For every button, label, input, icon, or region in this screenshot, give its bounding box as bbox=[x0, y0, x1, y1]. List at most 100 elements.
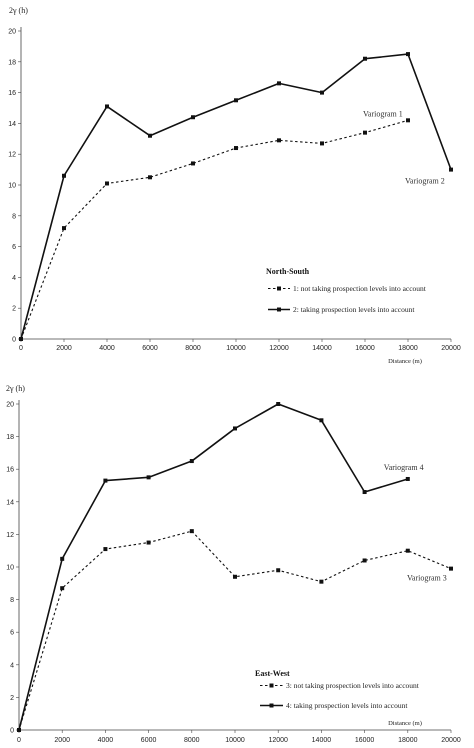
x-tick-label: 0 bbox=[19, 345, 23, 352]
series-line-2 bbox=[20, 53, 452, 340]
x-tick-label: 18000 bbox=[398, 345, 418, 352]
data-point bbox=[191, 161, 195, 166]
data-point bbox=[233, 574, 237, 579]
x-axis-label: Distance (m) bbox=[388, 720, 422, 727]
y-tick-label: 10 bbox=[8, 183, 16, 190]
x-tick-label: 20000 bbox=[441, 345, 461, 352]
data-point bbox=[105, 104, 109, 109]
data-point bbox=[406, 52, 410, 57]
x-tick-label: 6000 bbox=[141, 737, 157, 744]
data-point bbox=[277, 81, 281, 86]
y-tick-label: 0 bbox=[10, 728, 14, 735]
legend-entry-label: 2: taking prospection levels into accoun… bbox=[293, 305, 415, 314]
x-tick-label: 6000 bbox=[142, 345, 158, 352]
data-point bbox=[319, 579, 324, 584]
y-tick-label: 12 bbox=[6, 532, 14, 539]
data-point bbox=[234, 146, 238, 151]
data-point bbox=[449, 167, 453, 172]
data-point bbox=[17, 728, 21, 732]
y-tick-label: 14 bbox=[6, 499, 14, 506]
x-tick-label: 2000 bbox=[56, 345, 72, 352]
data-point bbox=[362, 490, 367, 495]
data-point bbox=[363, 130, 367, 135]
x-tick-label: 12000 bbox=[268, 737, 288, 744]
y-tick-label: 10 bbox=[6, 565, 14, 572]
series-line-3 bbox=[18, 530, 452, 731]
y-tick-label: 14 bbox=[8, 121, 16, 128]
variogram-label: Variogram 3 bbox=[407, 574, 447, 583]
data-point bbox=[276, 568, 281, 573]
data-point bbox=[146, 475, 151, 480]
legend-swatch-marker bbox=[277, 286, 281, 291]
y-tick-label: 8 bbox=[12, 213, 16, 220]
data-point bbox=[189, 529, 194, 534]
x-tick-label: 20000 bbox=[441, 737, 461, 744]
x-tick-label: 8000 bbox=[185, 345, 201, 352]
legend: North-South 1: not taking prospection lev… bbox=[266, 267, 427, 314]
data-point bbox=[146, 540, 151, 545]
y-tick-label: 2 bbox=[10, 695, 14, 702]
data-point bbox=[277, 138, 281, 143]
data-point bbox=[362, 558, 367, 563]
y-tick-label: 18 bbox=[8, 59, 16, 66]
y-tick-label: 8 bbox=[10, 597, 14, 604]
y-tick-label: 16 bbox=[8, 90, 16, 97]
x-axis-label: Distance (m) bbox=[388, 358, 422, 365]
data-point bbox=[148, 133, 152, 138]
x-tick-label: 16000 bbox=[355, 345, 375, 352]
variogram-label: Variogram 4 bbox=[384, 463, 424, 472]
data-point bbox=[191, 115, 195, 120]
y-axis-label: 2γ (h) bbox=[9, 6, 28, 15]
series-line-1 bbox=[20, 119, 409, 340]
x-tick-label: 10000 bbox=[225, 737, 245, 744]
legend-swatch-marker bbox=[277, 307, 281, 312]
legend-swatch-marker bbox=[269, 683, 274, 688]
data-point bbox=[62, 226, 66, 231]
x-tick-label: 18000 bbox=[398, 737, 418, 744]
x-tick-label: 14000 bbox=[312, 737, 332, 744]
variogram-label: Variogram 1 bbox=[363, 109, 403, 118]
data-point bbox=[320, 141, 324, 146]
y-tick-label: 6 bbox=[10, 630, 14, 637]
data-point bbox=[19, 337, 23, 341]
data-point bbox=[449, 566, 453, 571]
y-tick-label: 12 bbox=[8, 152, 16, 159]
data-point bbox=[234, 98, 238, 103]
data-point bbox=[60, 556, 65, 561]
chart-panel-1: 0 2 4 6 8 10 12 14 16 18 20 0 2000 4000 6000 8000 10000 1… bbox=[8, 6, 461, 365]
data-point bbox=[363, 56, 367, 61]
x-tick-label: 8000 bbox=[184, 737, 200, 744]
variogram-label: Variogram 2 bbox=[405, 177, 445, 186]
x-tick-label: 14000 bbox=[312, 345, 332, 352]
y-tick-label: 2 bbox=[12, 306, 16, 313]
data-point bbox=[105, 181, 109, 186]
legend-entry-label: 1: not taking prospection levels into ac… bbox=[293, 284, 427, 293]
legend-title: North-South bbox=[266, 267, 310, 276]
data-point bbox=[189, 459, 194, 464]
series-line-4 bbox=[18, 403, 409, 731]
data-point bbox=[60, 586, 65, 591]
data-point bbox=[233, 426, 237, 431]
y-tick-label: 0 bbox=[12, 337, 16, 344]
x-tick-label: 10000 bbox=[226, 345, 246, 352]
data-point bbox=[319, 418, 324, 423]
data-point bbox=[62, 173, 66, 178]
legend: East-West 3: not taking prospection level… bbox=[255, 669, 420, 710]
x-tick-label: 12000 bbox=[269, 345, 289, 352]
data-point bbox=[405, 476, 410, 481]
data-point bbox=[406, 118, 410, 123]
data-point bbox=[405, 548, 410, 553]
y-axis-label: 2γ (h) bbox=[6, 384, 25, 393]
y-tick-label: 4 bbox=[10, 662, 14, 669]
x-tick-label: 4000 bbox=[98, 737, 114, 744]
data-point bbox=[103, 547, 108, 552]
y-tick-label: 4 bbox=[12, 275, 16, 282]
data-point bbox=[276, 402, 281, 406]
legend-entry-label: 4: taking prospection levels into accoun… bbox=[286, 701, 408, 710]
chart-panel-2: 0 2 4 6 8 10 12 14 16 18 20 0 2000 4000 6000 8000 10000 1… bbox=[6, 384, 461, 744]
legend-entry-label: 3: not taking prospection levels into ac… bbox=[286, 681, 420, 690]
x-tick-label: 16000 bbox=[355, 737, 375, 744]
y-tick-label: 6 bbox=[12, 244, 16, 251]
data-point bbox=[320, 90, 324, 95]
